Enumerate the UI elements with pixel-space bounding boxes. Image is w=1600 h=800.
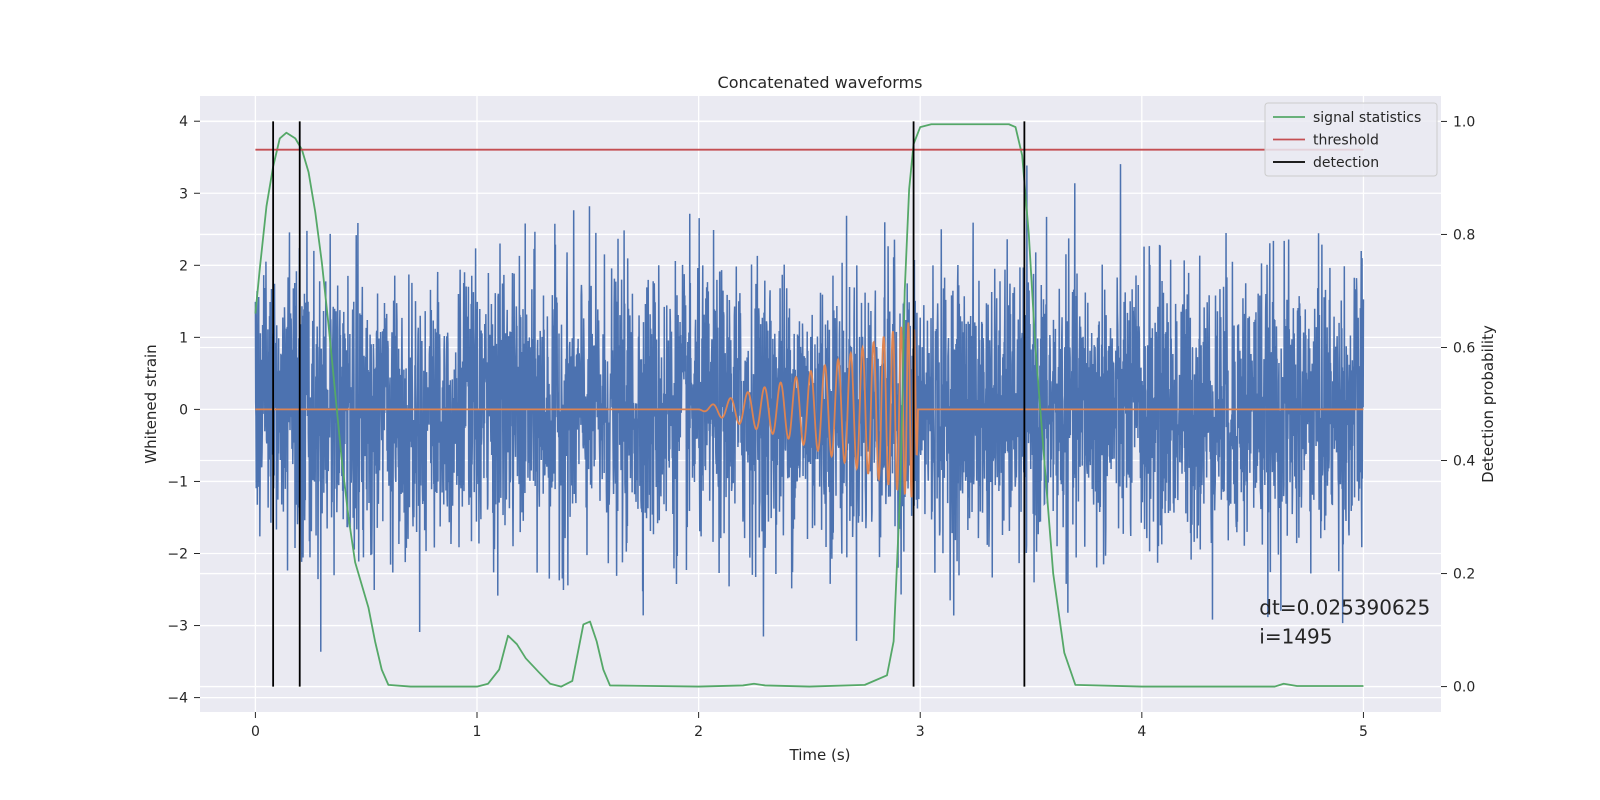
- legend-label: threshold: [1313, 133, 1379, 149]
- legend-label: detection: [1313, 155, 1379, 171]
- legend-label: signal statistics: [1313, 110, 1421, 126]
- y-right-tick-label: 0.4: [1453, 454, 1475, 470]
- x-tick-label: 0: [251, 724, 260, 740]
- y-tick-label: 2: [179, 258, 188, 274]
- strain-noise-series: [254, 164, 1365, 652]
- annotation-text: i=1495: [1259, 625, 1332, 649]
- x-tick-label: 4: [1137, 724, 1146, 740]
- y-tick-label: −1: [167, 474, 188, 490]
- axes-layer: 0 1 2 3 4 5 −4 −3 −2 −1 0 1 2 3 4 0.0 0.2 0.4 0.6 0.8 1.0: [167, 114, 1475, 740]
- y-right-tick-label: 0.2: [1453, 567, 1475, 583]
- legend-box: [1264, 102, 1438, 177]
- x-tick-label: 1: [473, 724, 482, 740]
- y-tick-label: 3: [179, 186, 188, 202]
- y-tick-label: −4: [167, 691, 188, 707]
- y-tick-label: 4: [179, 114, 188, 130]
- y-tick-label: 1: [179, 330, 188, 346]
- annotation-text: dt=0.025390625: [1259, 596, 1430, 620]
- y-axis-label: Whitened strain: [142, 344, 160, 463]
- legend: signal statistics threshold detection: [1264, 102, 1438, 177]
- x-tick-label: 2: [694, 724, 703, 740]
- series-layer: [254, 121, 1365, 688]
- chirp-signal-series: [255, 322, 1364, 498]
- y-axis-right-label: Detection probability: [1479, 325, 1497, 483]
- signal-statistics-line: [254, 123, 1364, 688]
- y-right-tick-label: 0.6: [1453, 340, 1475, 356]
- chart-title: Concatenated waveforms: [718, 73, 923, 92]
- y-tick-label: −2: [167, 546, 188, 562]
- x-axis-label: Time (s): [789, 746, 851, 764]
- y-tick-label: −3: [167, 619, 188, 635]
- y-right-tick-label: 1.0: [1453, 114, 1475, 130]
- y-right-tick-label: 0.8: [1453, 227, 1475, 243]
- y-tick-label: 0: [179, 402, 188, 418]
- annotations: dt=0.025390625 i=1495: [1259, 596, 1430, 649]
- x-tick-label: 5: [1359, 724, 1368, 740]
- y-right-tick-label: 0.0: [1453, 680, 1475, 696]
- x-tick-label: 3: [916, 724, 925, 740]
